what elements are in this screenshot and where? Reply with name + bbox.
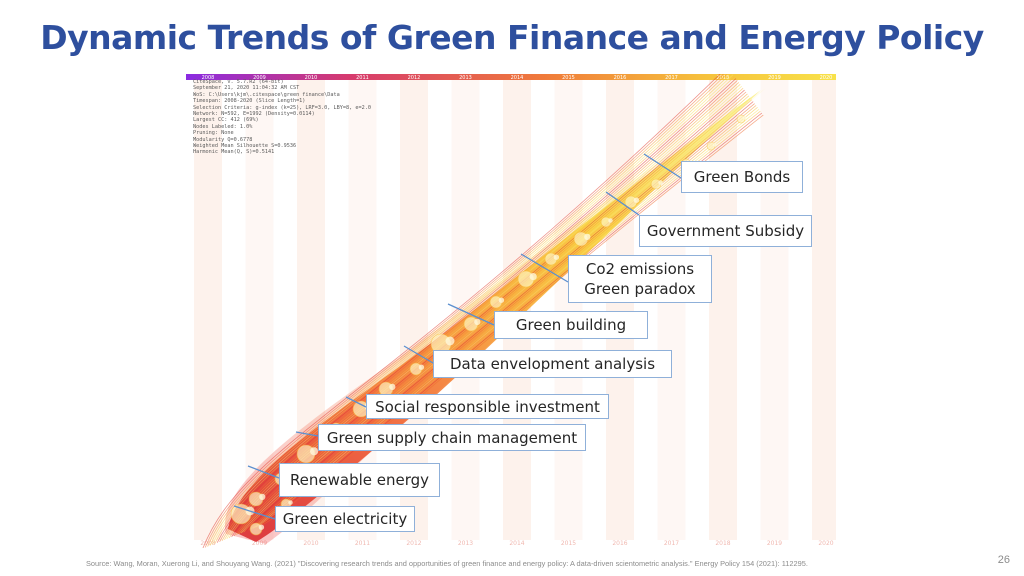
top-year-label: 2020: [820, 75, 833, 81]
cluster-subnode: [658, 180, 663, 185]
top-year-label: 2017: [665, 75, 678, 81]
top-year-label: 2009: [253, 75, 266, 81]
connector-line: [520, 253, 569, 283]
connector-line: [403, 345, 434, 364]
bottom-year-label: 2014: [509, 540, 524, 547]
page-number: 26: [997, 554, 1010, 566]
bottom-year-label: 2010: [303, 540, 318, 547]
bottom-year-label: 2009: [252, 540, 267, 547]
top-year-label: 2010: [305, 75, 318, 81]
cluster-subnode: [633, 197, 640, 203]
year-band: [554, 80, 583, 540]
cluster-subnode: [584, 233, 591, 241]
stream-strand: [202, 74, 721, 548]
meta-line: CiteSpace, v. 5.7.R2 (64-bit): [193, 79, 284, 85]
label-green-paradox-line: Green paradox: [584, 280, 696, 298]
label-green-supply-chain-management: Green supply chain management: [318, 424, 586, 451]
connector-line: [247, 465, 280, 479]
meta-line: Modularity Q=0.6778: [193, 136, 253, 143]
top-year-label: 2015: [562, 75, 575, 81]
label-green-electricity: Green electricity: [275, 506, 415, 532]
citespace-metadata: CiteSpace, v. 5.7.R2 (64-bit) September …: [193, 79, 423, 156]
cluster-subnode: [389, 383, 396, 391]
cluster-subnode: [553, 254, 560, 260]
connector-line: [643, 153, 682, 179]
meta-line: Selection Criteria: g-index (k=25), LRF=…: [193, 104, 372, 111]
cluster-subnode: [608, 218, 613, 223]
cluster-subnode: [474, 318, 481, 326]
meta-line: Nodes Labeled: 1.0%: [193, 123, 253, 130]
bottom-year-label: 2011: [355, 540, 370, 547]
label-green-building: Green building: [494, 311, 648, 339]
label-data-envelopment-analysis: Data envelopment analysis: [433, 350, 672, 378]
meta-line: Harmonic Mean(Q, S)=0.5141: [193, 149, 275, 156]
bottom-year-label: 2008: [200, 540, 215, 547]
meta-line: WoS: C:\Users\kjm\.citespace\green finan…: [193, 91, 340, 98]
top-year-label: 2013: [459, 75, 472, 81]
source-citation: Source: Wang, Moran, Xuerong Li, and Sho…: [86, 559, 808, 568]
stream-strand: [207, 74, 728, 547]
bottom-year-label: 2019: [767, 540, 782, 547]
timeline-color-bar: [186, 74, 836, 80]
bottom-year-label: 2020: [818, 540, 833, 547]
connector-line: [233, 505, 276, 520]
connector-line: [295, 431, 319, 437]
top-year-label: 2014: [511, 75, 524, 81]
stream-strand: [204, 74, 725, 548]
connector-line: [447, 303, 495, 326]
bottom-year-label: 2015: [561, 540, 576, 547]
year-band: [760, 80, 789, 540]
label-green-bonds: Green Bonds: [681, 161, 803, 193]
cluster-subnode: [310, 447, 319, 456]
cluster-subnode: [498, 297, 505, 303]
meta-line: Largest CC: 412 (69%): [193, 117, 259, 124]
top-year-label: 2008: [202, 75, 215, 81]
bottom-year-label: 2018: [715, 540, 730, 547]
connector-line: [605, 191, 640, 216]
cluster-subnode: [418, 364, 425, 370]
bottom-year-labels: 2008 2009 2010 2011 2012 2013 2014 2015 2016 2017…: [200, 540, 833, 547]
year-band: [606, 80, 634, 540]
label-renewable-energy: Renewable energy: [279, 463, 440, 497]
top-year-label: 2016: [614, 75, 627, 81]
cluster-subnode: [742, 116, 747, 120]
connector-line: [345, 396, 367, 408]
top-year-label: 2011: [356, 75, 369, 81]
label-social-responsible-investment: Social responsible investment: [366, 394, 609, 419]
meta-line: Timespan: 2008-2020 (Slice Length=1): [193, 98, 306, 105]
cluster-subnode: [712, 143, 717, 147]
meta-line: Network: N=592, E=1992 (Density=0.0114): [193, 111, 315, 118]
meta-line: Pruning: None: [193, 130, 234, 137]
cluster-subnode: [529, 273, 537, 281]
bottom-year-label: 2016: [612, 540, 627, 547]
cluster-subnode: [288, 500, 293, 505]
cluster-subnode: [258, 524, 265, 530]
meta-line: September 21, 2020 11:04:32 AM CST: [193, 85, 300, 92]
label-co2-emissions-green-paradox: Co2 emissions Green paradox: [568, 255, 712, 303]
bottom-year-label: 2012: [406, 540, 421, 547]
bottom-year-label: 2013: [458, 540, 473, 547]
page-title: Dynamic Trends of Green Finance and Ener…: [40, 18, 984, 57]
top-year-label: 2012: [408, 75, 421, 81]
top-year-label: 2019: [768, 75, 781, 81]
year-band: [194, 80, 222, 540]
cluster-subnode: [259, 493, 266, 501]
cluster-subnode: [445, 336, 455, 346]
label-connectors: [233, 153, 682, 520]
year-band: [709, 80, 737, 540]
meta-line: Weighted Mean Silhouette S=0.9536: [193, 143, 297, 150]
label-co2-emissions-line: Co2 emissions: [585, 260, 695, 278]
label-government-subsidy: Government Subsidy: [639, 215, 812, 247]
bottom-year-label: 2017: [664, 540, 679, 547]
year-band: [812, 80, 836, 540]
